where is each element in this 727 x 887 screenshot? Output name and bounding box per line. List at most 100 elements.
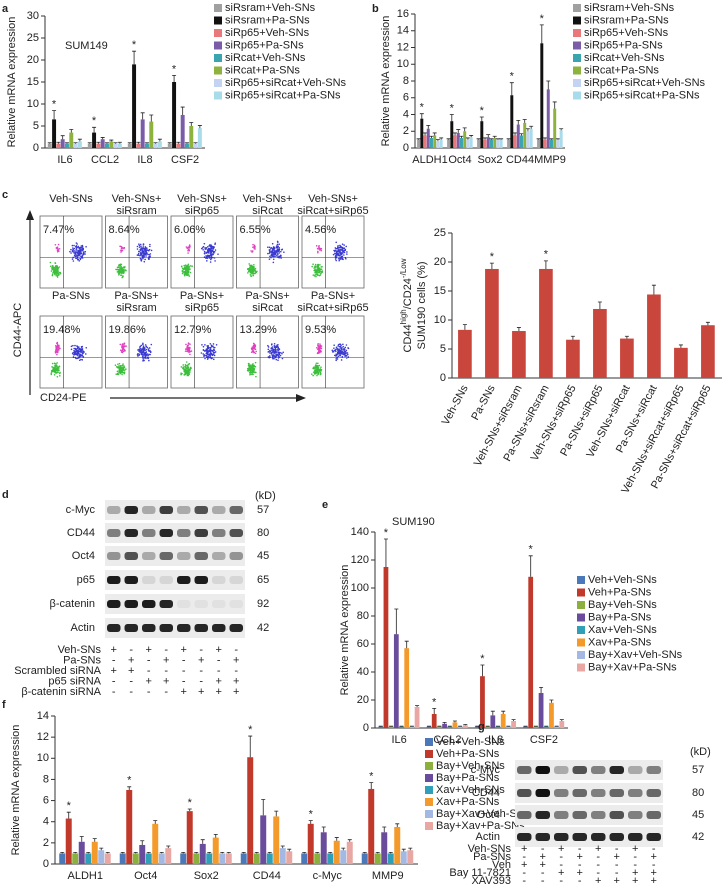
bar	[136, 143, 141, 148]
bar	[458, 329, 472, 378]
flow-dot	[120, 251, 122, 253]
error-bar	[597, 301, 602, 309]
blot-strip	[515, 805, 663, 825]
flow-dot	[335, 357, 338, 360]
error-bar	[375, 851, 380, 854]
y-tick-label: 20	[357, 694, 369, 706]
blot-band	[628, 811, 643, 819]
flow-dot	[344, 248, 347, 251]
bar	[104, 853, 111, 864]
legend-swatch	[573, 41, 581, 50]
blot-band	[535, 766, 550, 774]
flow-dot	[211, 349, 214, 352]
x-tick-label: Sox2	[194, 870, 219, 882]
flow-title: siRp65	[185, 205, 219, 217]
flow-dot	[119, 245, 121, 248]
flow-dot	[75, 353, 78, 355]
panel-letter: b	[372, 3, 379, 15]
legend-swatch	[577, 626, 585, 634]
flow-dot	[339, 258, 342, 260]
flow-dot	[340, 347, 342, 349]
bar	[301, 853, 308, 864]
flow-dot	[124, 345, 126, 347]
flow-dot	[75, 254, 78, 256]
flow-percent: 4.56%	[305, 224, 336, 236]
flow-dot	[118, 273, 121, 275]
flow-dot	[78, 250, 80, 252]
flow-dot	[315, 372, 317, 375]
condition-sign: -	[559, 851, 563, 863]
flow-dot	[214, 260, 216, 262]
flow-dot	[315, 370, 318, 372]
flow-dot	[184, 372, 187, 374]
flow-dot	[315, 269, 317, 271]
flow-dot	[187, 263, 190, 266]
error-bar	[543, 137, 548, 140]
blot-band	[177, 576, 191, 584]
flow-dot	[335, 359, 337, 362]
bar	[374, 853, 381, 864]
flow-dot	[273, 246, 275, 249]
significance-marker: *	[480, 105, 485, 117]
flow-dot	[215, 344, 218, 346]
y-tick-label: 12	[397, 41, 409, 53]
bar	[193, 143, 198, 148]
condition-sign: -	[522, 867, 526, 879]
y-tick-label: 0	[363, 722, 369, 734]
condition-sign: +	[651, 851, 657, 863]
flow-dot	[149, 243, 151, 246]
error-bar	[549, 138, 554, 140]
flow-dot	[139, 254, 141, 257]
condition-sign: -	[182, 665, 186, 677]
flow-dot	[75, 249, 78, 251]
bar	[495, 726, 501, 728]
flow-dot	[338, 354, 341, 356]
blot-band	[572, 789, 587, 797]
flow-dot	[276, 245, 278, 247]
condition-sign: -	[652, 843, 656, 855]
flow-dot	[187, 374, 190, 377]
bar	[113, 143, 118, 148]
error-bar	[60, 851, 65, 854]
error-bar	[546, 80, 551, 90]
flow-dot	[253, 351, 255, 354]
flow-dot	[249, 272, 252, 274]
flow-dot	[316, 364, 319, 367]
flow-dot	[203, 252, 206, 254]
flow-dot	[180, 373, 182, 376]
flow-dot	[319, 349, 322, 352]
blot-band	[159, 552, 173, 560]
flow-dot	[336, 347, 339, 350]
flow-dot	[121, 267, 124, 270]
flow-dot	[149, 245, 151, 248]
flow-dot	[346, 251, 348, 253]
flow-dot	[250, 351, 253, 354]
condition-sign: +	[181, 686, 187, 698]
flow-dot	[143, 346, 145, 349]
flow-dot	[210, 251, 213, 253]
bar	[490, 715, 496, 728]
y-tick-label: 4	[43, 816, 49, 828]
flow-dot	[188, 244, 191, 247]
flow-dot	[117, 363, 119, 366]
flow-dot	[277, 359, 279, 361]
flow-title: Pa-SNs+	[245, 290, 289, 302]
bar	[513, 135, 517, 148]
flow-dot	[54, 362, 56, 365]
flow-dot	[189, 350, 192, 353]
bar	[507, 139, 511, 148]
flow-dot	[315, 245, 318, 247]
blot-band	[572, 766, 587, 774]
flow-dot	[340, 344, 342, 346]
flow-dot	[119, 371, 121, 373]
flow-dot	[276, 246, 279, 248]
flow-dot	[202, 249, 204, 251]
bar	[480, 676, 485, 728]
x-tick-label: ALDH1	[68, 870, 103, 882]
flow-dot	[315, 346, 318, 349]
flow-dot	[248, 368, 251, 370]
flow-dot	[56, 270, 59, 272]
panel-letter: c	[2, 189, 8, 201]
flow-dot	[121, 247, 123, 249]
flow-dot	[274, 347, 277, 350]
